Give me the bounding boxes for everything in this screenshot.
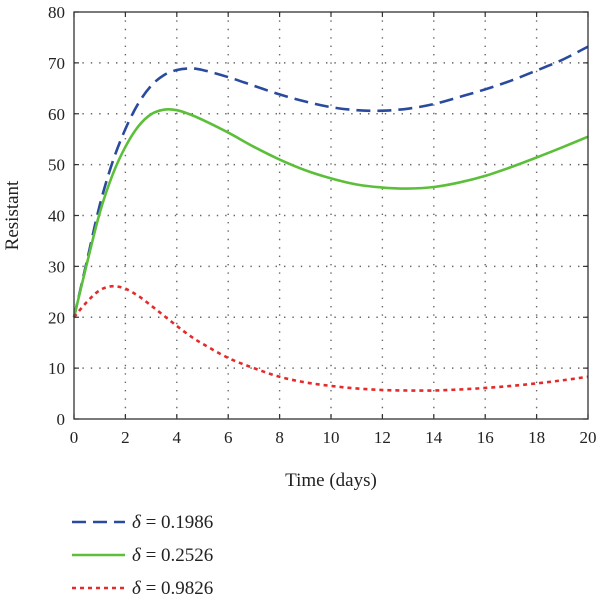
- legend: δ = 0.1986 δ = 0.2526 δ = 0.9826: [72, 512, 213, 599]
- y-tick-label: 50: [48, 156, 65, 175]
- x-tick-label: 20: [580, 428, 597, 447]
- grid: [74, 12, 588, 419]
- x-tick-label: 16: [477, 428, 494, 447]
- y-axis-label: Resistant: [2, 180, 23, 250]
- y-tick-label: 0: [57, 410, 66, 429]
- y-tick-label: 60: [48, 105, 65, 124]
- x-tick-label: 4: [173, 428, 182, 447]
- axis-ticks: [73, 11, 589, 420]
- series-group: [72, 45, 589, 392]
- x-axis-label: Time (days): [285, 470, 377, 491]
- y-tick-label: 70: [48, 54, 65, 73]
- x-tick-label: 2: [121, 428, 130, 447]
- x-tick-label: 10: [323, 428, 340, 447]
- series-line-3: [73, 284, 589, 392]
- x-tick-label: 6: [224, 428, 233, 447]
- series-line-1: [72, 45, 589, 318]
- legend-label-2: δ = 0.2526: [132, 545, 213, 566]
- x-tick-label: 12: [374, 428, 391, 447]
- y-tick-label: 30: [48, 257, 65, 276]
- y-tick-labels: 0 10 20 30 40 50 60 70 80: [48, 3, 65, 429]
- x-tick-labels: 0 2 4 6 8 10 12 14 16 18 20: [70, 428, 597, 447]
- legend-label-1: δ = 0.1986: [132, 512, 213, 533]
- x-tick-label: 18: [528, 428, 545, 447]
- y-tick-label: 10: [48, 359, 65, 378]
- x-tick-label: 14: [425, 428, 443, 447]
- legend-label-3: δ = 0.9826: [132, 578, 213, 599]
- x-tick-label: 8: [275, 428, 284, 447]
- series-line-2: [72, 108, 589, 318]
- y-tick-label: 80: [48, 3, 65, 22]
- x-tick-label: 0: [70, 428, 79, 447]
- y-tick-label: 20: [48, 308, 65, 327]
- y-tick-label: 40: [48, 207, 65, 226]
